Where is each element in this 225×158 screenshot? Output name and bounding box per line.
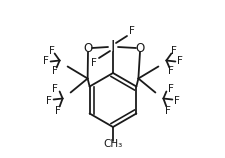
Text: F: F (43, 57, 48, 67)
Text: O: O (83, 42, 92, 55)
Text: CH₃: CH₃ (103, 139, 122, 149)
Text: F: F (45, 95, 51, 106)
Text: F: F (171, 46, 177, 55)
Text: F: F (174, 95, 180, 106)
Text: O: O (135, 42, 144, 55)
Text: F: F (54, 106, 60, 115)
Text: F: F (168, 67, 173, 76)
Text: F: F (52, 67, 57, 76)
Text: F: F (52, 83, 57, 94)
Text: F: F (177, 57, 182, 67)
Text: F: F (48, 46, 54, 55)
Text: F: F (91, 58, 97, 68)
Text: F: F (165, 106, 171, 115)
Text: F: F (168, 83, 173, 94)
Text: F: F (128, 26, 134, 36)
Text: I: I (110, 40, 115, 55)
